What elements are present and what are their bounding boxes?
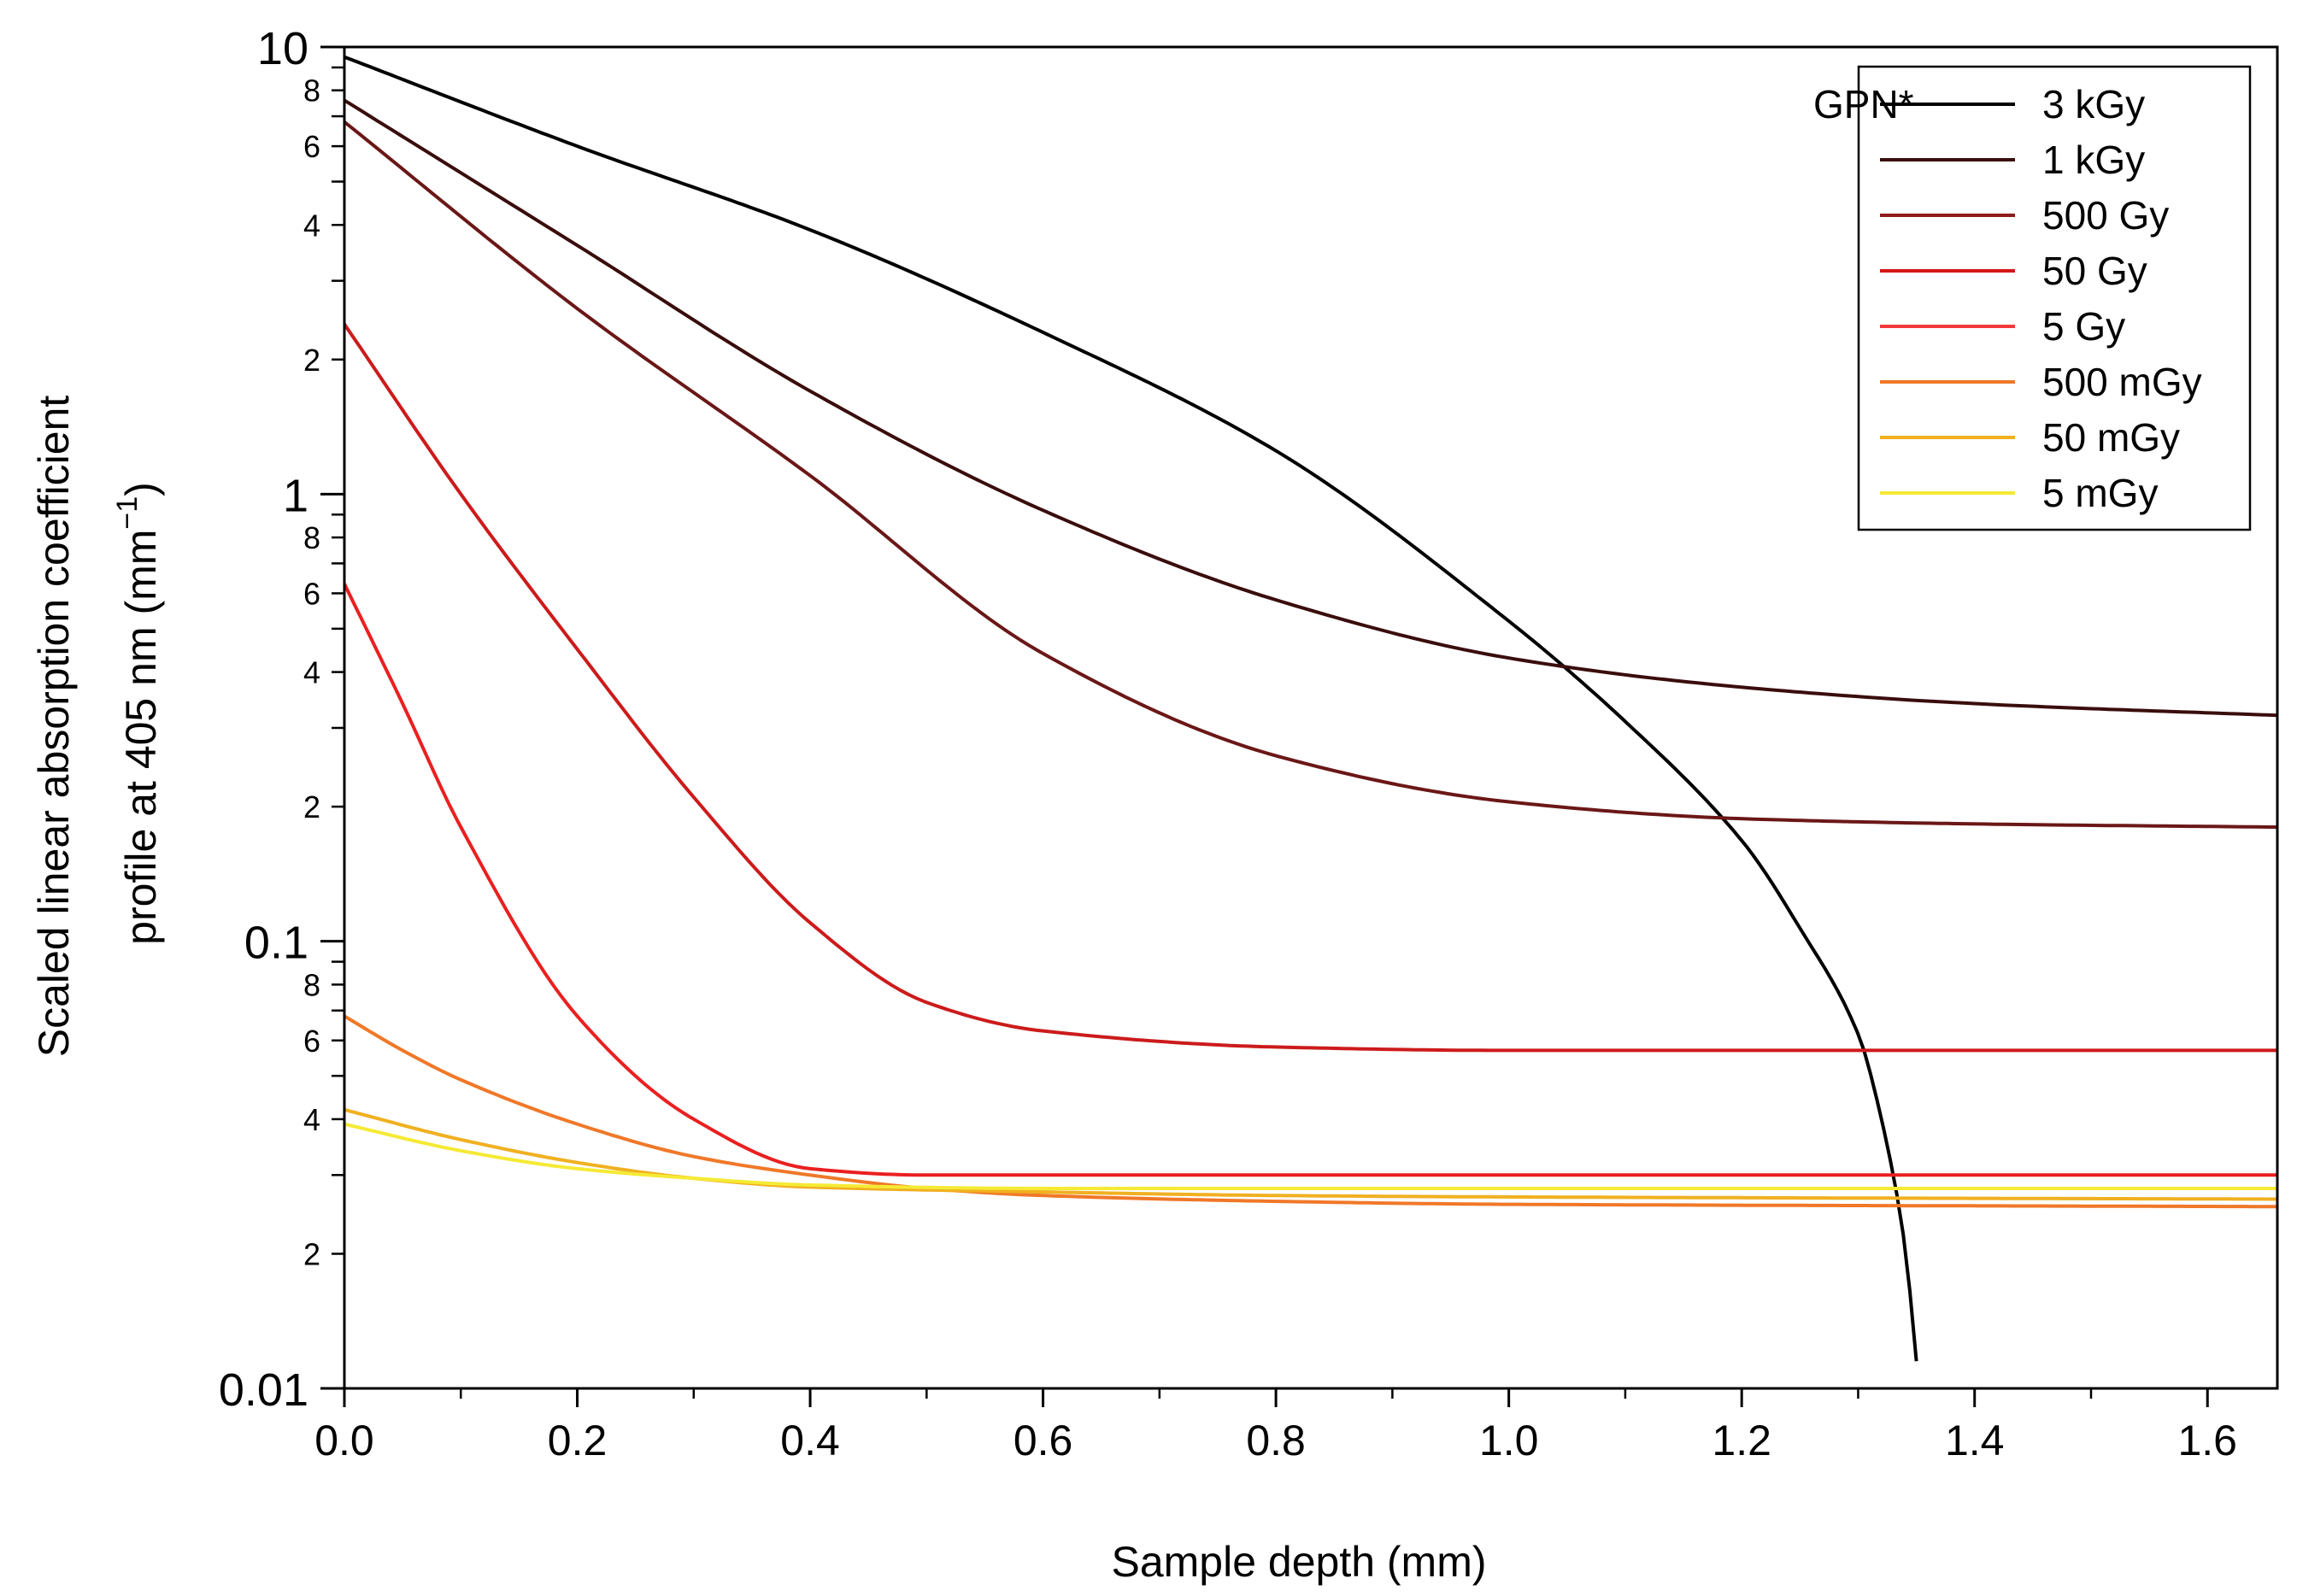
y-minor-label: 6 [303, 576, 320, 611]
tick-label-layer: 0.0 0.2 0.4 0.6 0.8 1.0 1.2 1.4 1.6 0.01 0.1 1 10 2 4 6… [219, 23, 2237, 1464]
legend-label: 5 mGy [2042, 471, 2158, 515]
series-line-2 [343, 120, 2278, 830]
series-line-6 [344, 1107, 2277, 1201]
series-layer [343, 55, 2278, 1362]
x-axis-title: Sample depth (mm) [1111, 1538, 1486, 1586]
tick-layer [320, 45, 2209, 1407]
series-line-3 [343, 323, 2277, 1053]
y-minor-label: 4 [303, 1102, 320, 1137]
x-tick-label: 0.2 [548, 1417, 608, 1464]
y-minor-label: 8 [303, 520, 320, 555]
y-major-label: 0.1 [244, 918, 308, 969]
x-tick-label: 0.6 [1013, 1417, 1073, 1464]
series-line-1 [343, 98, 2278, 718]
y-axis-title-text: profile at 405 nm (mm [117, 530, 165, 945]
legend-label: 500 Gy [2042, 193, 2169, 238]
legend-label: 3 kGy [2042, 82, 2145, 126]
y-major-label: 10 [257, 23, 308, 74]
y-minor-label: 2 [303, 343, 320, 378]
y-minor-label: 8 [303, 967, 320, 1002]
series-line-4 [343, 583, 2277, 1177]
y-minor-label: 4 [303, 655, 320, 690]
legend-entries: 3 kGy 1 kGy 500 Gy 50 Gy 5 Gy 500 mGy 50 mGy 5 … [1880, 82, 2202, 515]
x-tick-label: 1.0 [1479, 1417, 1539, 1464]
y-minor-label: 2 [303, 1236, 320, 1271]
y-minor-label: 8 [303, 73, 320, 109]
y-axis-title-line2: profile at 405 nm (mm−1) [111, 482, 165, 945]
y-minor-label: 4 [303, 208, 320, 243]
legend-box [1857, 65, 2252, 531]
x-tick-label: 0.4 [780, 1417, 840, 1464]
y-minor-label: 2 [303, 789, 320, 824]
legend-label: 50 mGy [2042, 415, 2180, 460]
series-line-5 [343, 1014, 2277, 1209]
series-line-0 [344, 55, 1918, 1362]
y-minor-label: 6 [303, 1024, 320, 1059]
x-tick-label: 0.0 [314, 1417, 374, 1464]
y-axis-title-close: ) [117, 482, 165, 496]
y-minor-label: 6 [303, 129, 320, 164]
x-tick-label: 1.4 [1945, 1417, 2005, 1464]
legend-label: 50 Gy [2042, 249, 2147, 293]
x-tick-label: 0.8 [1246, 1417, 1306, 1464]
plot-frame [343, 45, 2279, 1390]
y-axis-title-line1: Scaled linear absorption coefficient [30, 396, 78, 1058]
legend-label: 1 kGy [2042, 138, 2145, 182]
legend-label: 500 mGy [2042, 360, 2202, 404]
legend-label: 5 Gy [2042, 304, 2125, 349]
y-major-label: 1 [283, 470, 308, 521]
series-line-7 [344, 1122, 2277, 1190]
y-axis-title-sup: −1 [111, 496, 144, 530]
x-tick-label: 1.6 [2177, 1417, 2237, 1464]
y-major-label: 0.01 [219, 1364, 308, 1416]
x-tick-label: 1.2 [1712, 1417, 1771, 1464]
